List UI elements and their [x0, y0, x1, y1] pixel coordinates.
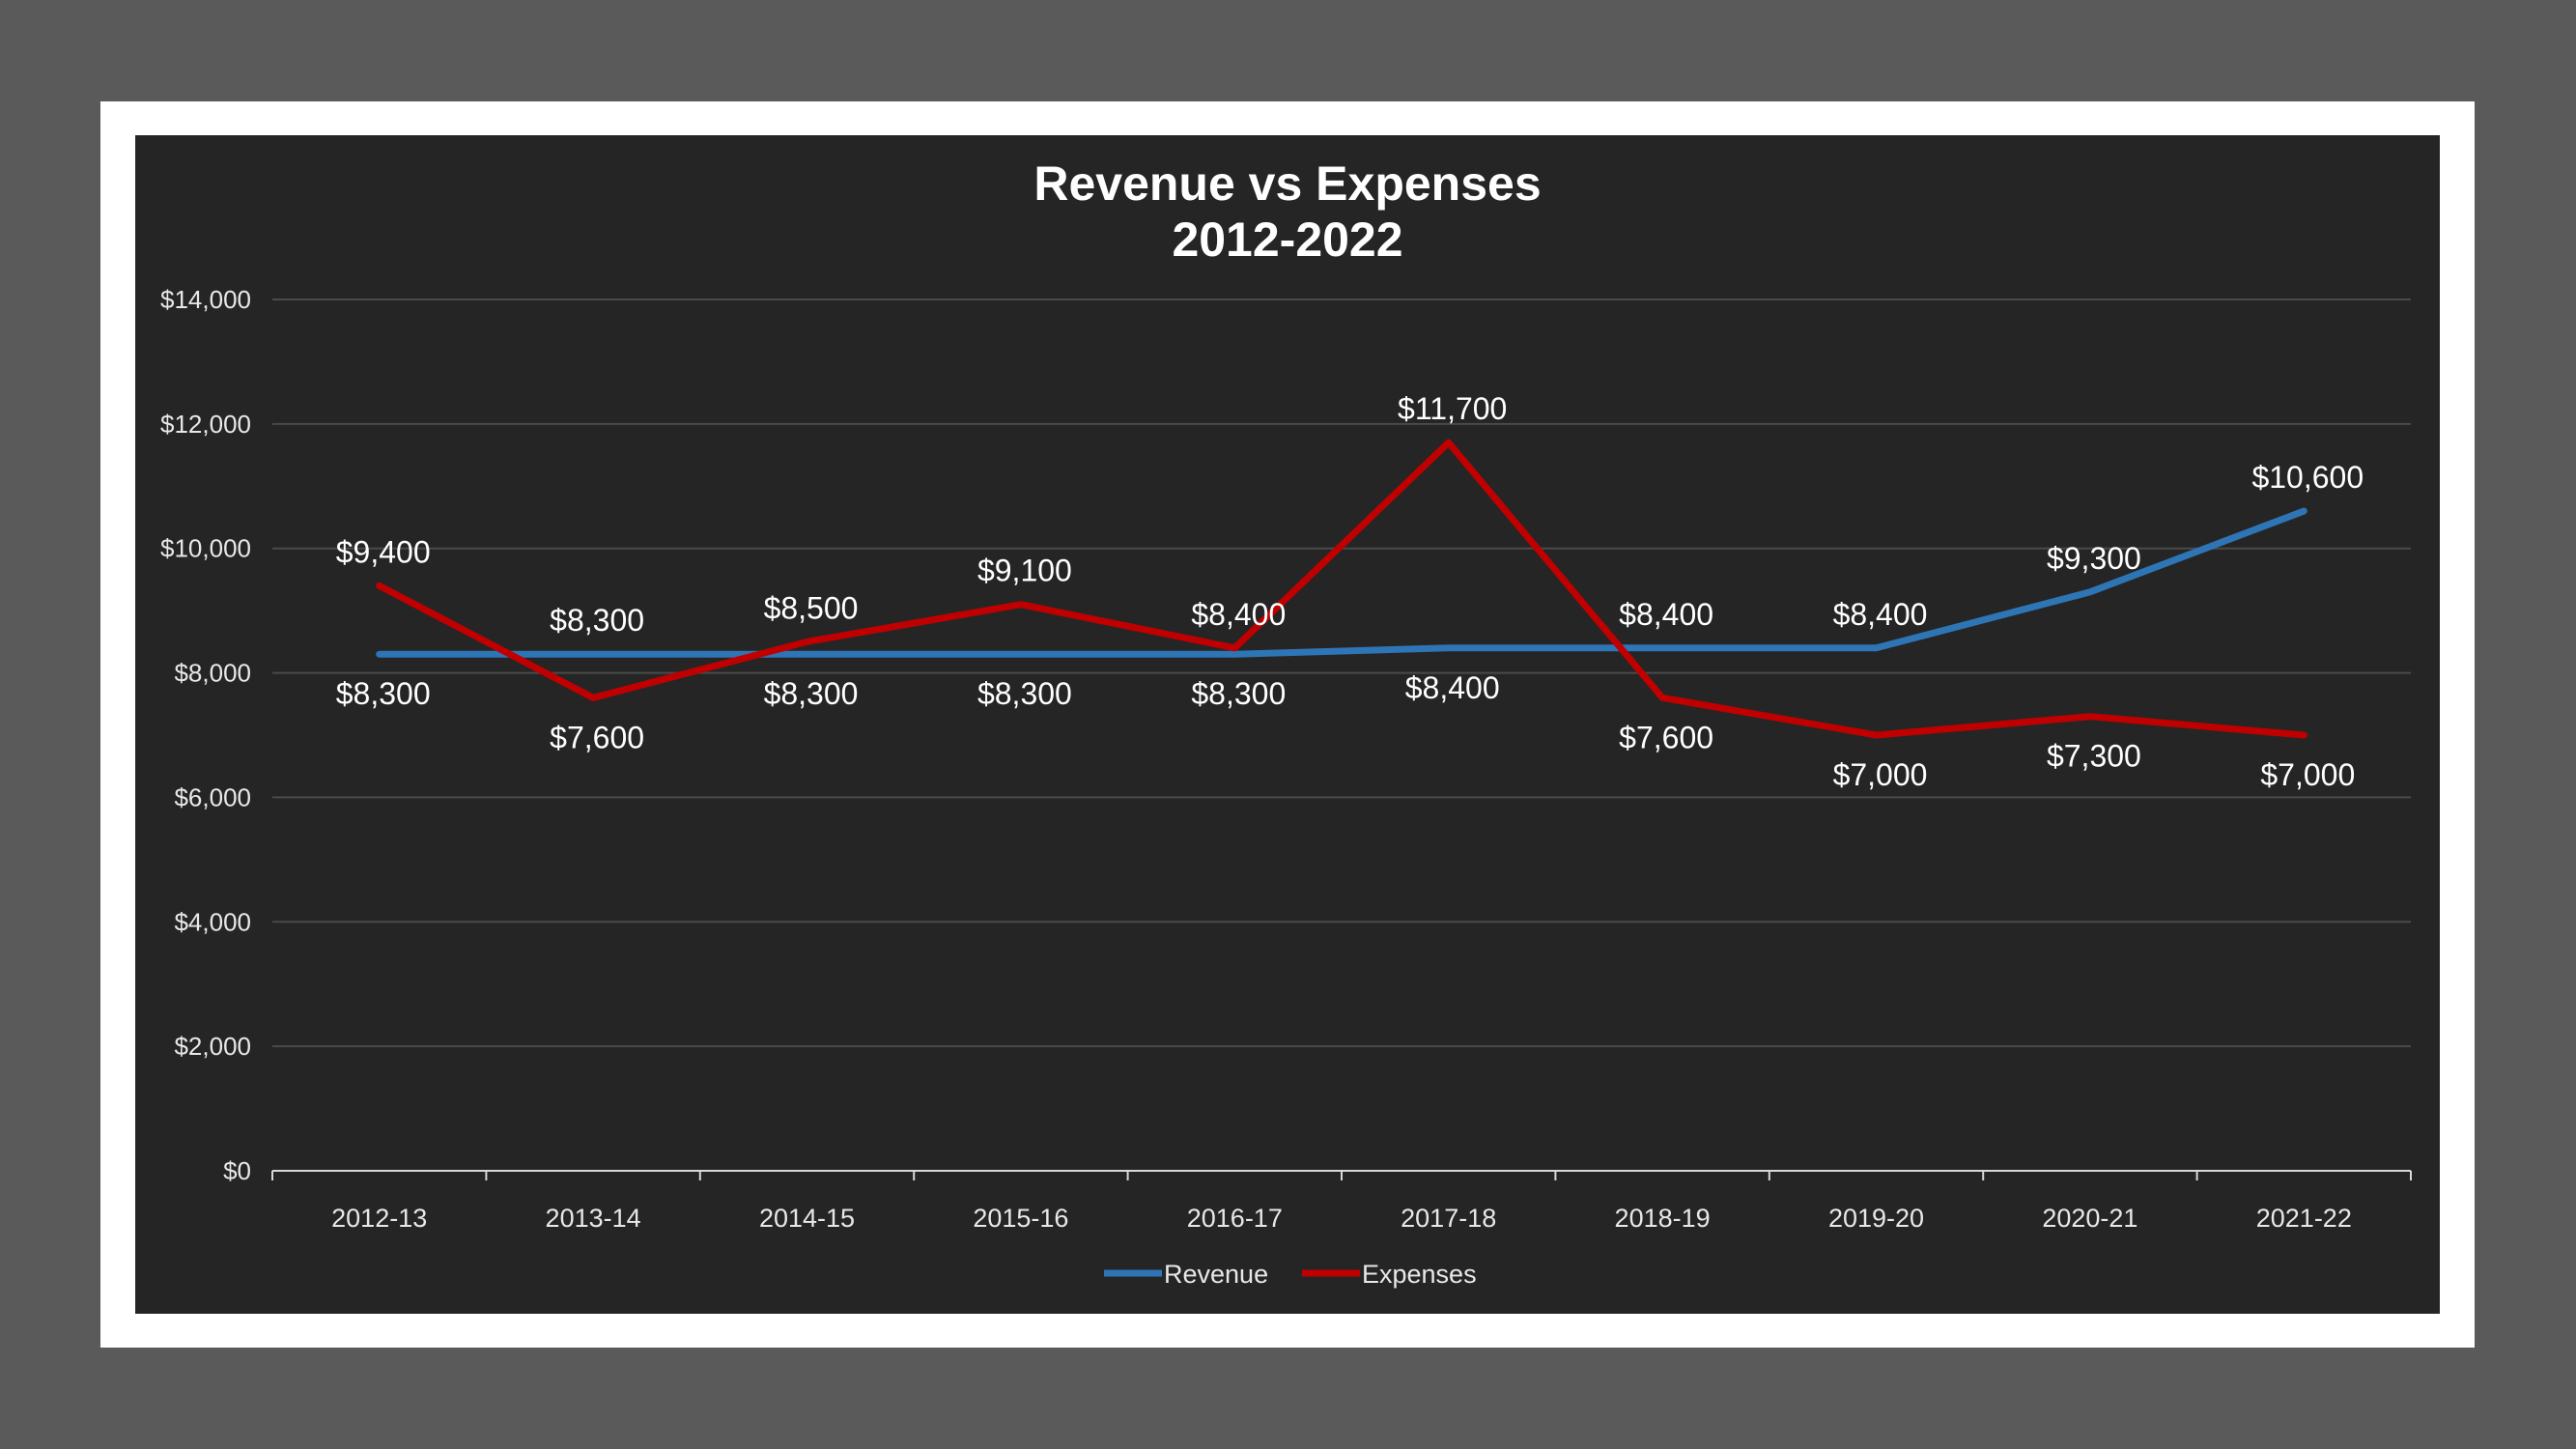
data-label-expenses: $7,000: [1833, 757, 1928, 792]
chart-subtitle: 2012-2022: [1172, 213, 1402, 267]
data-label-revenue: $8,400: [1619, 597, 1713, 632]
x-tick-label: 2018-19: [1615, 1204, 1711, 1233]
x-tick-label: 2014-15: [759, 1204, 855, 1233]
x-tick-label: 2013-14: [546, 1204, 641, 1233]
y-tick-label: $6,000: [174, 782, 251, 811]
x-tick-label: 2012-13: [331, 1204, 427, 1233]
x-tick-label: 2019-20: [1828, 1204, 1924, 1233]
gridlines: [272, 298, 2411, 1048]
x-axis: 2012-13 2013-14 2014-15 2015-16 2016-17 2017-…: [271, 1170, 2412, 1233]
legend-label-expenses: Expenses: [1362, 1260, 1477, 1289]
y-axis-ticks: $0 $2,000 $4,000 $6,000 $8,000 $10,000 $12,000…: [160, 285, 251, 1185]
legend-label-revenue: Revenue: [1164, 1260, 1268, 1289]
series-line-expenses: [376, 439, 2307, 739]
legend: Revenue Expenses: [1104, 1260, 1477, 1289]
chart-panel: [135, 135, 2440, 1314]
y-tick-label: $0: [223, 1156, 251, 1185]
data-label-expenses: $9,400: [336, 534, 431, 569]
x-tick-label: 2017-18: [1401, 1204, 1496, 1233]
data-label-expenses: $7,600: [1619, 720, 1713, 754]
data-label-revenue: $8,300: [977, 676, 1072, 711]
data-label-revenue: $9,300: [2047, 541, 2141, 576]
data-label-revenue: $8,300: [764, 676, 859, 711]
x-tick-label: 2021-22: [2256, 1204, 2352, 1233]
data-label-revenue: $8,300: [550, 603, 644, 638]
data-label-revenue: $8,400: [1833, 597, 1928, 632]
y-tick-label: $10,000: [160, 534, 251, 563]
data-label-expenses: $9,100: [977, 554, 1072, 588]
data-label-expenses: $11,700: [1398, 391, 1507, 426]
data-label-expenses: $7,600: [550, 720, 644, 754]
data-label-revenue: $10,600: [2251, 460, 2364, 495]
data-label-expenses: $7,000: [2260, 757, 2355, 792]
data-label-expenses: $8,400: [1191, 597, 1286, 632]
x-tick-label: 2016-17: [1187, 1204, 1283, 1233]
data-label-expenses: $8,500: [764, 590, 859, 625]
data-label-revenue: $8,300: [1191, 676, 1286, 711]
y-tick-label: $14,000: [160, 285, 251, 314]
data-label-revenue: $8,300: [336, 676, 431, 711]
x-tick-label: 2015-16: [973, 1204, 1068, 1233]
y-tick-label: $2,000: [174, 1032, 251, 1061]
data-label-expenses: $7,300: [2047, 739, 2141, 774]
chart-title: Revenue vs Expenses: [1033, 156, 1541, 211]
series-line-revenue: [376, 507, 2307, 658]
y-tick-label: $4,000: [174, 907, 251, 936]
data-labels: $8,300 $9,400 $8,300 $7,600 $8,300 $8,500 $8,3…: [336, 391, 2364, 792]
y-tick-label: $12,000: [160, 410, 251, 439]
y-tick-label: $8,000: [174, 659, 251, 688]
data-label-revenue: $8,400: [1405, 670, 1500, 705]
series-lines: [376, 439, 2307, 739]
x-tick-label: 2020-21: [2042, 1204, 2137, 1233]
